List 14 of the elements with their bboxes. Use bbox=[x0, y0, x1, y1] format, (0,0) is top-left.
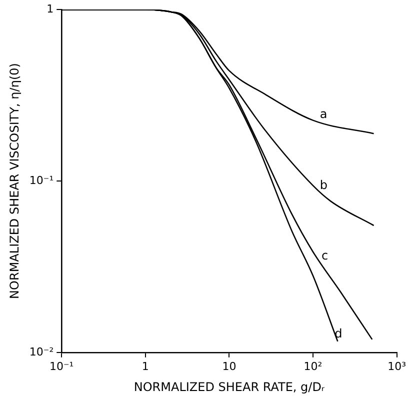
x-tick-label: 1 bbox=[142, 360, 149, 373]
y-tick-label: 10⁻² bbox=[29, 345, 54, 358]
annotation: b bbox=[320, 178, 328, 192]
annotation: c bbox=[321, 248, 328, 263]
x-tick-label: 10² bbox=[304, 360, 322, 373]
annotation: d bbox=[334, 326, 342, 340]
y-axis-title: NORMALIZED SHEAR VISCOSITY, η/η(0) bbox=[7, 63, 22, 299]
x-axis-title: NORMALIZED SHEAR RATE, g/Dᵣ bbox=[134, 380, 326, 394]
x-tick-label: 10³ bbox=[388, 360, 406, 373]
y-tick-label: 1 bbox=[46, 2, 54, 16]
x-tick-label: 10 bbox=[222, 360, 236, 373]
y-tick-label: 10⁻¹ bbox=[29, 174, 54, 187]
x-tick-label: 10⁻¹ bbox=[50, 360, 74, 373]
annotation: a bbox=[320, 107, 328, 122]
